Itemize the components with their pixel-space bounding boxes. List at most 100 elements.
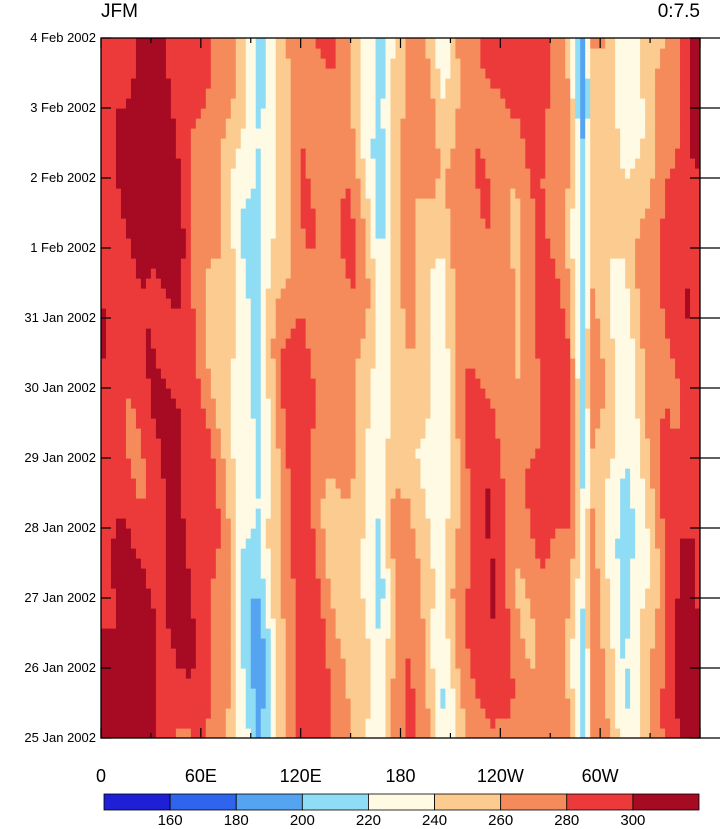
field-cell [205,348,212,359]
field-cell [590,428,596,439]
field-cell [535,488,541,499]
field-cell [245,348,252,359]
field-cell [390,598,397,609]
field-cell [120,608,127,619]
field-cell [525,488,531,499]
field-cell [365,398,372,409]
field-cell [390,668,397,679]
field-cell [505,638,511,649]
field-cell [465,628,471,639]
field-cell [165,688,172,699]
field-cell [130,618,137,629]
field-cell [280,488,287,499]
field-cell [350,548,357,559]
field-cell [610,698,616,709]
field-cell [610,518,616,529]
field-cell [360,698,367,709]
field-cell [575,358,581,369]
field-cell [115,538,122,549]
field-cell [690,478,696,489]
field-cell [375,348,382,359]
field-cell [400,528,407,539]
field-cell [295,608,302,619]
field-cell [101,408,107,419]
field-cell [415,318,422,329]
field-cell [275,418,282,429]
field-cell [150,458,157,469]
field-cell [110,618,117,629]
field-cell [315,448,322,459]
field-cell [235,318,242,329]
field-cell [670,658,676,669]
field-cell [565,658,571,669]
field-cell [405,588,412,599]
field-cell [195,628,202,639]
field-cell [420,718,427,729]
field-cell [370,328,377,339]
field-cell [101,548,107,559]
field-cell [595,438,601,449]
field-cell [590,678,596,689]
field-cell [535,358,541,369]
field-cell [300,558,307,569]
field-cell [310,618,317,629]
field-cell [640,508,646,519]
field-cell [480,478,486,489]
field-cell [605,398,611,409]
field-cell [595,558,601,569]
field-cell [340,568,347,579]
field-cell [365,378,372,389]
field-cell [455,598,461,609]
field-cell [260,618,267,629]
field-cell [485,638,491,649]
field-cell [635,468,641,479]
field-cell [525,698,531,709]
field-cell [595,648,601,659]
field-cell [290,568,297,579]
field-cell [390,518,397,529]
field-cell [475,518,481,529]
field-cell [420,428,427,439]
field-cell [575,718,581,729]
field-cell [685,368,691,379]
field-cell [535,618,541,629]
field-cell [420,338,427,349]
field-cell [455,448,461,459]
field-cell [625,618,631,629]
field-cell [540,728,546,738]
field-cell [555,558,561,569]
field-cell [340,348,347,359]
field-cell [370,408,377,419]
field-cell [410,678,417,689]
field-cell [405,458,412,469]
field-cell [115,498,122,509]
field-cell [235,328,242,339]
field-cell [640,688,646,699]
field-cell [445,508,452,519]
field-cell [465,578,471,589]
field-cell [235,438,242,449]
field-cell [120,428,127,439]
field-cell [370,348,377,359]
field-cell [200,628,207,639]
field-cell [300,478,307,489]
field-cell [460,678,466,689]
field-cell [150,388,157,399]
field-cell [245,468,252,479]
field-cell [420,518,427,529]
field-cell [275,498,282,509]
field-cell [195,548,202,559]
field-cell [410,698,417,709]
field-cell [340,428,347,439]
field-cell [680,618,686,629]
field-cell [660,698,666,709]
field-cell [365,578,372,589]
field-cell [465,368,471,379]
field-cell [475,318,481,329]
field-cell [170,428,177,439]
field-cell [375,318,382,329]
field-cell [285,688,292,699]
field-cell [695,448,700,459]
field-cell [435,518,442,529]
field-cell [110,458,117,469]
